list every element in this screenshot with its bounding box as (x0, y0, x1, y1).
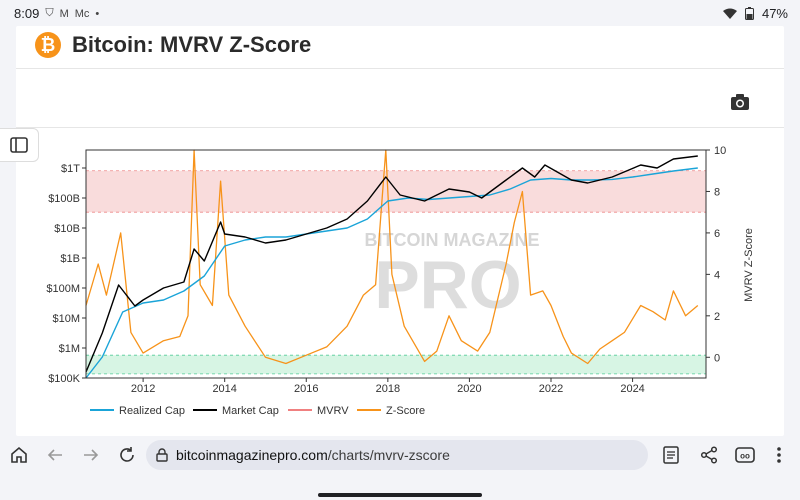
watermark: BITCOIN MAGAZINE PRO (365, 230, 540, 323)
watermark-line1: BITCOIN MAGAZINE (365, 230, 540, 250)
more-vert-icon (777, 447, 781, 463)
chart-toolbar (16, 69, 784, 128)
shield-icon: ⛉ (45, 7, 54, 19)
y-right-tick-label: 10 (714, 145, 726, 157)
series-market-cap (85, 155, 698, 373)
browser-toolbar: bitcoinmagazinepro.com/charts/mvrv-zscor… (0, 436, 800, 500)
reader-mode-icon (663, 446, 679, 464)
legend-item[interactable]: MVRV (317, 405, 349, 417)
y-left-tick-label: $1T (61, 163, 80, 175)
more-notifications-icon: • (95, 7, 100, 20)
page-title: Bitcoin: MVRV Z-Score (72, 32, 312, 57)
url-text: bitcoinmagazinepro.com/charts/mvrv-zscor… (176, 447, 450, 463)
x-tick-label: 2012 (131, 383, 155, 395)
home-icon (11, 446, 27, 463)
url-path: /charts/mvrv-zscore (327, 447, 450, 463)
screenshot-camera-icon[interactable] (730, 93, 750, 111)
y-right-tick-label: 6 (714, 228, 720, 240)
sidebar-toggle-button[interactable] (0, 128, 39, 162)
battery-percent: 47% (761, 6, 788, 21)
notification-icon: Mc (74, 7, 90, 20)
forward-button[interactable] (80, 444, 102, 466)
sidebar-icon (10, 137, 28, 153)
y-right-tick-label: 0 (714, 352, 720, 364)
home-button[interactable] (8, 444, 30, 466)
y-right-tick-label: 4 (714, 269, 720, 281)
wifi-icon (722, 8, 737, 19)
y-left-tick-label: $100B (48, 193, 80, 205)
y-left-tick-label: $1M (59, 343, 80, 355)
reload-icon (120, 447, 134, 462)
band-undervalued (86, 355, 706, 374)
address-bar[interactable]: bitcoinmagazinepro.com/charts/mvrv-zscor… (146, 440, 648, 470)
tabs-button[interactable]: oo (734, 444, 756, 466)
chart-legend[interactable]: Realized Cap Market Cap MVRV Z-Score (90, 405, 425, 417)
reader-mode-button[interactable] (660, 444, 682, 466)
y-left-tick-label: $100K (48, 373, 80, 385)
x-tick-label: 2014 (212, 383, 236, 395)
legend-item[interactable]: Market Cap (222, 405, 279, 417)
x-tick-label: 2024 (620, 383, 644, 395)
y-left-tick-label: $10M (52, 313, 80, 325)
reload-button[interactable] (116, 444, 138, 466)
y-right-tick-label: 8 (714, 186, 720, 198)
series-realized-cap (85, 167, 698, 379)
browser-menu-button[interactable] (768, 444, 790, 466)
svg-text:oo: oo (740, 452, 750, 461)
tabs-icon: oo (735, 447, 755, 463)
x-tick-label: 2018 (376, 383, 400, 395)
battery-icon (744, 7, 754, 20)
gmail-icon: M (59, 7, 69, 20)
status-bar: 8:09 ⛉ M Mc • 47% (0, 0, 800, 28)
y-left-tick-label: $100M (46, 283, 80, 295)
x-tick-label: 2022 (539, 383, 563, 395)
gesture-handle[interactable] (318, 493, 482, 497)
status-time: 8:09 (14, 6, 40, 21)
plot-frame (85, 149, 707, 379)
bitcoin-logo-icon: ₿ (35, 32, 61, 58)
band-overvalued (86, 170, 706, 213)
share-button[interactable] (698, 444, 720, 466)
y-right-tick-label: 2 (714, 311, 720, 323)
y-left-tick-label: $1B (60, 253, 80, 265)
legend-item[interactable]: Z-Score (386, 405, 425, 417)
y-left-tick-label: $10B (54, 223, 80, 235)
right-axis-title: MVRV Z-Score (743, 228, 755, 302)
page-header: ₿ Bitcoin: MVRV Z-Score (16, 26, 784, 69)
series-z-score (85, 149, 699, 365)
legend-item[interactable]: Realized Cap (119, 405, 185, 417)
share-icon (700, 446, 718, 464)
x-tick-label: 2016 (294, 383, 318, 395)
forward-arrow-icon (84, 449, 99, 461)
x-tick-label: 2020 (457, 383, 481, 395)
watermark-line2: PRO (374, 247, 521, 323)
back-button[interactable] (44, 444, 66, 466)
back-arrow-icon (47, 449, 62, 461)
mvrv-chart[interactable]: BITCOIN MAGAZINE PRO 2012 2014 2016 2018 202… (0, 0, 800, 436)
lock-icon (156, 448, 168, 462)
url-domain: bitcoinmagazinepro.com (176, 447, 328, 463)
